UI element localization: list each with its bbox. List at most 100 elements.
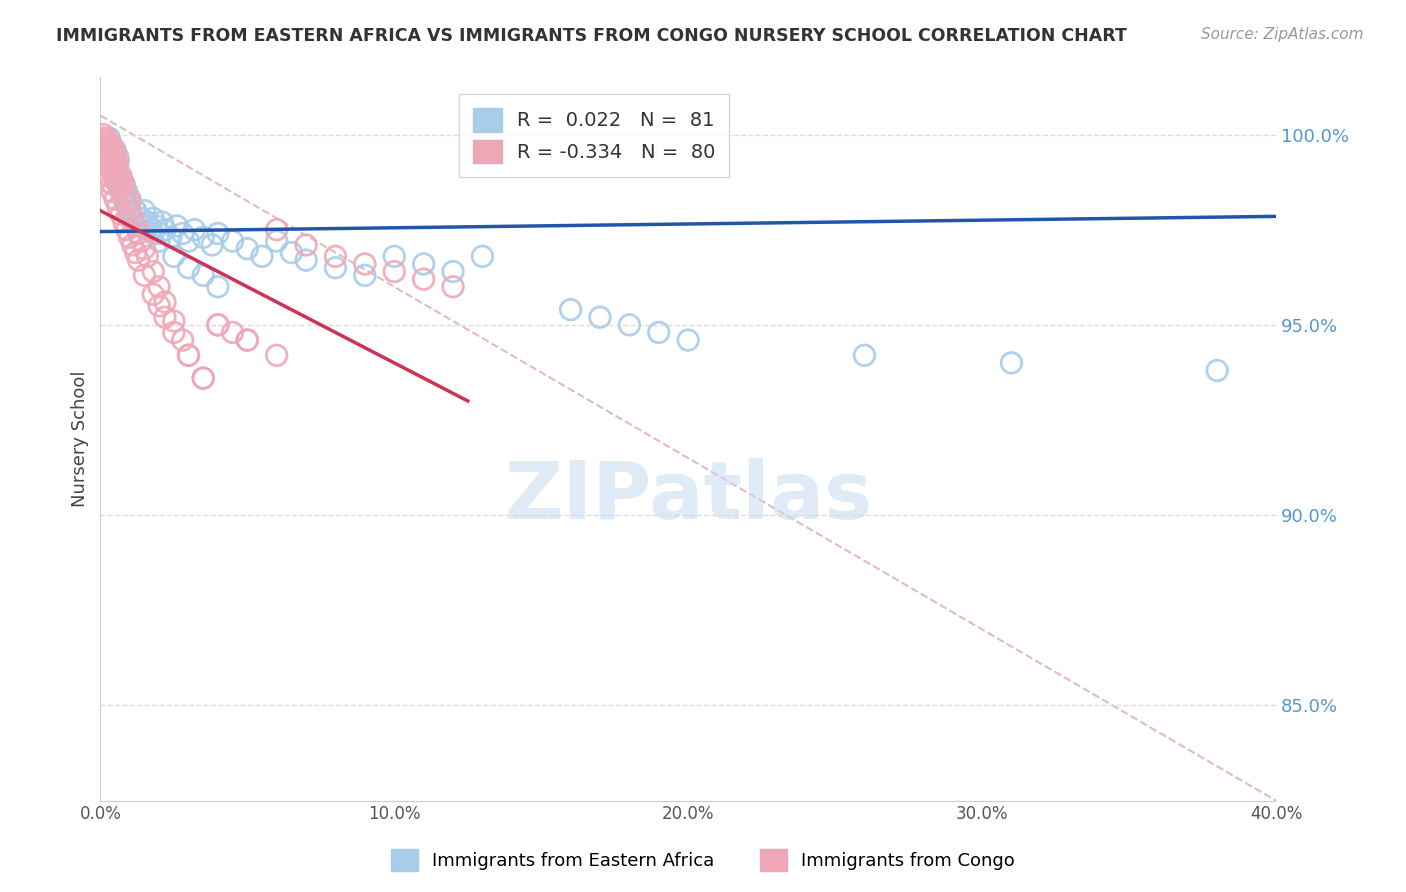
Point (150, 215, 173, 229)
Point (142, 227, 165, 241)
Point (163, 249, 186, 263)
Point (104, 173, 127, 187)
Point (91, 131, 114, 145)
Point (131, 211, 153, 226)
Point (471, 249, 494, 263)
Point (1000, 356, 1022, 370)
Point (325, 249, 347, 263)
Point (98, 131, 121, 145)
Point (142, 264, 165, 278)
Point (207, 227, 229, 241)
Point (96, 135, 118, 149)
Point (560, 302, 582, 317)
Point (104, 154, 127, 169)
Point (112, 188, 135, 202)
Point (112, 181, 135, 195)
Point (96, 150, 118, 164)
Point (96, 146, 118, 161)
Point (110, 169, 132, 184)
Point (112, 192, 135, 206)
Point (131, 234, 153, 248)
Point (148, 280, 170, 294)
Point (136, 219, 159, 233)
Point (104, 165, 127, 179)
Point (121, 215, 143, 229)
Point (91, 143, 114, 157)
Point (98, 158, 121, 172)
Point (201, 238, 224, 252)
Point (183, 222, 205, 236)
Point (295, 238, 318, 252)
Text: IMMIGRANTS FROM EASTERN AFRICA VS IMMIGRANTS FROM CONGO NURSERY SCHOOL CORRELATI: IMMIGRANTS FROM EASTERN AFRICA VS IMMIGR… (56, 27, 1128, 45)
Point (619, 318, 641, 332)
Point (91, 139, 114, 153)
Point (91, 135, 114, 149)
Point (110, 207, 132, 221)
Point (118, 192, 141, 206)
Point (112, 215, 135, 229)
Point (118, 192, 141, 206)
Point (107, 177, 129, 191)
Point (172, 333, 194, 347)
Point (101, 150, 124, 164)
Point (280, 245, 302, 260)
Point (236, 333, 259, 347)
Point (648, 326, 671, 340)
Point (107, 200, 129, 214)
Point (382, 249, 405, 263)
Point (101, 150, 124, 164)
Point (98, 161, 121, 176)
Point (266, 348, 288, 362)
Point (98, 169, 121, 184)
Point (98, 143, 121, 157)
Point (104, 158, 127, 172)
Point (115, 200, 138, 214)
Point (104, 146, 127, 161)
Point (101, 139, 124, 153)
Point (115, 222, 138, 236)
Point (112, 177, 135, 191)
Y-axis label: Nursery School: Nursery School (72, 371, 89, 508)
Point (134, 242, 156, 256)
Point (96, 154, 118, 169)
Point (124, 203, 146, 218)
Point (96, 135, 118, 149)
Point (110, 185, 132, 199)
Point (589, 310, 612, 325)
Point (142, 287, 165, 301)
Point (207, 280, 229, 294)
Point (131, 219, 153, 233)
Point (98, 146, 121, 161)
Point (236, 242, 259, 256)
Point (676, 333, 699, 347)
Point (236, 333, 259, 347)
Point (96, 146, 118, 161)
Point (101, 158, 124, 172)
Point (101, 146, 124, 161)
Point (134, 203, 156, 218)
Point (325, 260, 347, 275)
Point (193, 371, 215, 385)
Point (110, 173, 132, 187)
Point (124, 219, 146, 233)
Point (177, 260, 200, 275)
Point (172, 227, 194, 241)
Point (115, 188, 138, 202)
Point (107, 150, 129, 164)
Point (139, 222, 162, 236)
Point (193, 230, 215, 244)
Point (853, 348, 876, 362)
Point (98, 154, 121, 169)
Point (153, 310, 176, 325)
Point (193, 268, 215, 283)
Point (136, 249, 159, 263)
Point (177, 234, 200, 248)
Point (153, 222, 176, 236)
Point (104, 158, 127, 172)
Point (101, 161, 124, 176)
Point (115, 185, 138, 199)
Point (98, 131, 121, 145)
Point (107, 165, 129, 179)
Point (115, 196, 138, 211)
Point (118, 207, 141, 221)
